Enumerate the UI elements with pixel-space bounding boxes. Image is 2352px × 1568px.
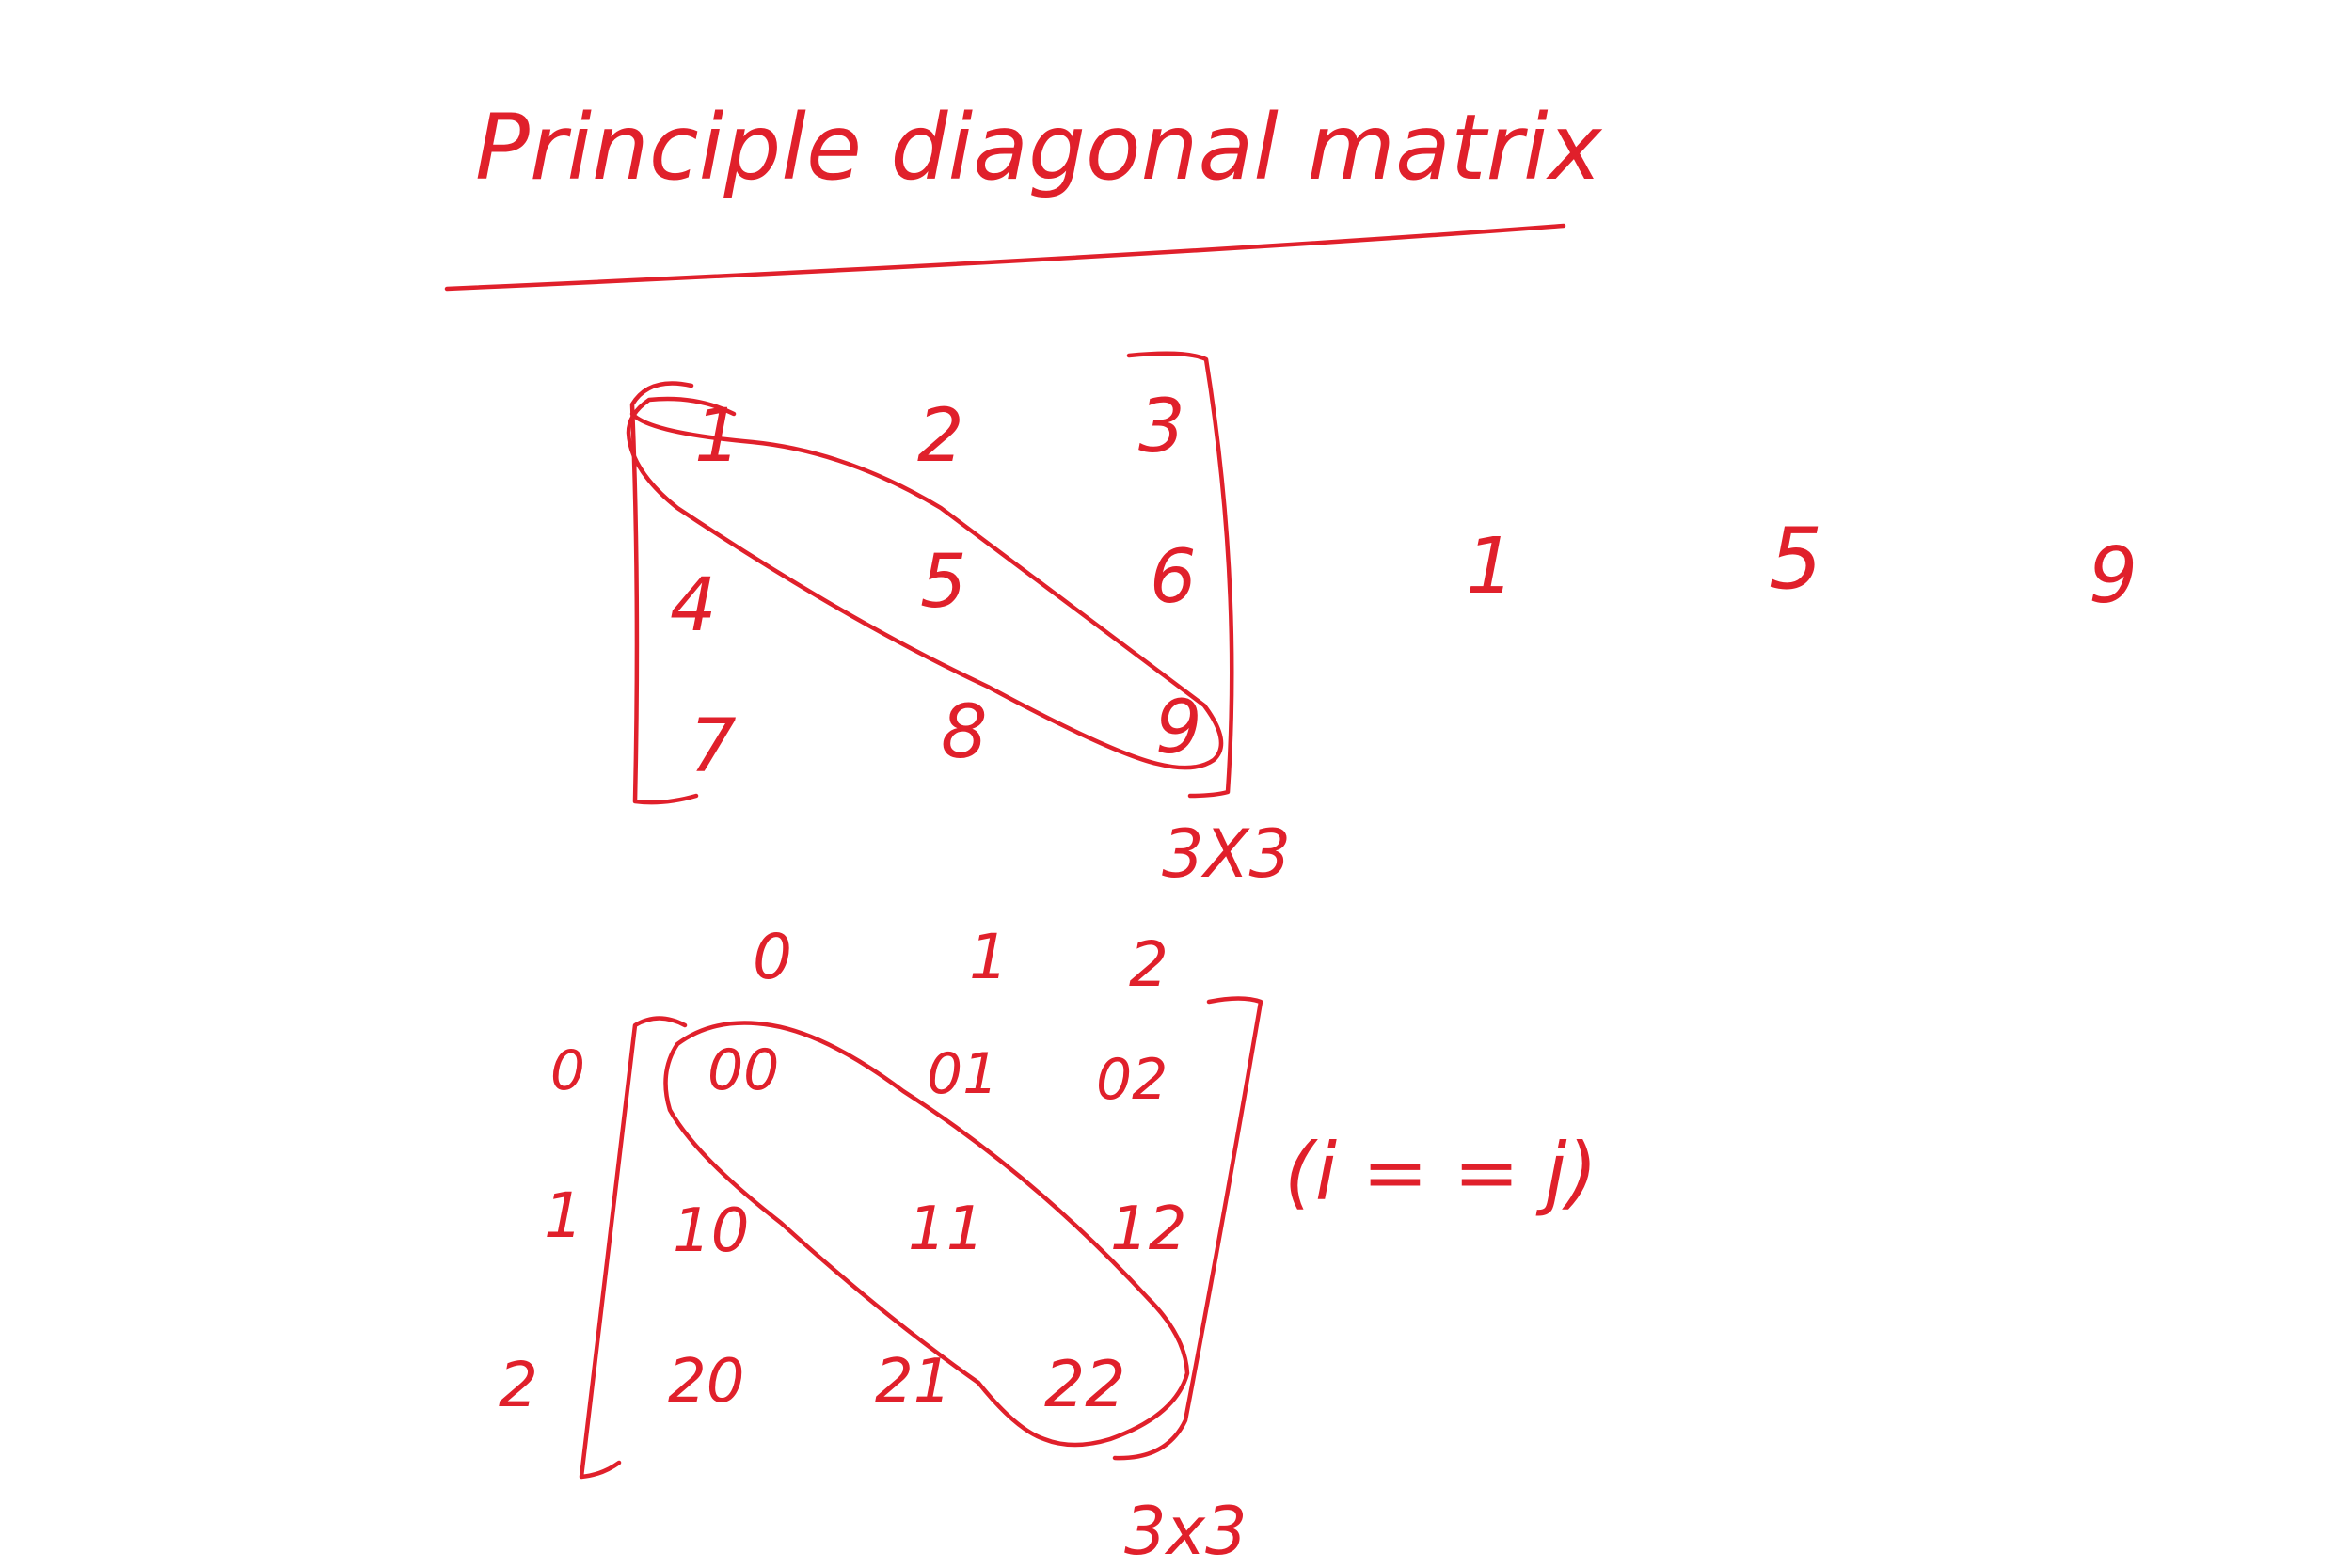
value-matrix: 1 2 3 4 5 6 7 8 9 3X3 [626,351,1291,893]
index-matrix: 0 1 2 0 1 2 00 01 02 10 11 12 20 21 22 3… [499,921,1597,1568]
page-title: Principle diagonal matrix [475,95,1603,200]
index-cell: 00 [707,1037,779,1103]
matrix-size-label: 3x3 [1124,1493,1248,1568]
diagonal-result: 1 5 9 [1466,510,2137,621]
title-underline [444,223,1566,292]
matrix-cell: 5 [920,540,967,625]
column-index: 1 [969,921,1009,993]
diagonal-highlight-loop [663,1021,1190,1448]
matrix-cell: 8 [941,690,988,775]
matrix-cell: 3 [1138,385,1185,469]
matrix-size-label: 3X3 [1162,816,1291,893]
row-index: 0 [550,1038,585,1102]
diagonal-value: 1 [1466,522,1515,611]
matrix-cell: 2 [917,394,964,479]
index-cell: 20 [668,1347,744,1417]
index-cell: 22 [1044,1348,1126,1422]
left-bracket [629,381,699,805]
matrix-cell: 4 [670,563,717,648]
left-bracket [579,1016,688,1480]
index-cell: 01 [927,1041,998,1107]
index-cell: 11 [908,1195,984,1264]
index-cell: 21 [875,1347,951,1417]
index-cell: 02 [1096,1047,1168,1113]
index-cell: 12 [1110,1195,1186,1264]
right-bracket [1126,351,1234,799]
diagonal-value: 5 [1769,510,1822,609]
matrix-cell: 6 [1150,535,1197,620]
right-bracket [1112,996,1263,1461]
diagonal-condition: (i = = j) [1284,1126,1597,1218]
diagonal-value: 9 [2089,531,2137,621]
diagonal-highlight-loop [626,396,1224,770]
index-cell: 10 [673,1196,749,1266]
row-index: 2 [499,1349,538,1421]
matrix-cell: 7 [690,705,737,789]
column-index: 2 [1129,928,1168,1001]
column-index: 0 [753,921,792,993]
row-index: 1 [544,1180,583,1252]
